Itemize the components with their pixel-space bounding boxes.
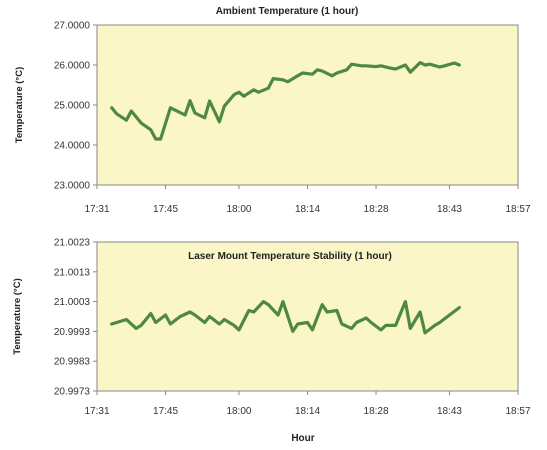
chart1-y-tick-label: 23.0000 [54, 181, 91, 192]
chart1-x-tick-label: 18:00 [226, 204, 251, 215]
chart2-y-tick-label: 21.0013 [54, 267, 91, 278]
chart1-x-tick-label: 18:57 [505, 204, 530, 215]
chart2: Laser Mount Temperature Stability (1 hou… [12, 238, 531, 418]
chart1-y-tick-label: 26.0000 [54, 61, 91, 72]
chart2-x-tick-label: 18:00 [226, 406, 251, 417]
chart1-y-tick-label: 24.0000 [54, 141, 91, 152]
chart1-x-tick-label: 17:45 [153, 204, 178, 215]
chart2-title: Laser Mount Temperature Stability (1 hou… [188, 251, 392, 262]
chart2-plot-area [96, 241, 519, 392]
chart1-y-axis-label: Temperature (°C) [14, 67, 25, 143]
chart1-x-tick-label: 17:31 [84, 204, 109, 215]
chart2-y-tick-label: 20.9973 [54, 387, 91, 398]
chart2-y-axis-label: Temperature (°C) [12, 278, 23, 354]
x-axis-label: Hour [291, 433, 314, 444]
chart2-y-tick-label: 21.0023 [54, 238, 91, 249]
chart2-y-tick-label: 21.0003 [54, 297, 91, 308]
chart1-x-tick-label: 18:14 [295, 204, 320, 215]
chart2-series-line [110, 300, 461, 335]
chart1-y-tick-label: 25.0000 [54, 101, 91, 112]
chart1-x-tick-label: 18:43 [437, 204, 462, 215]
chart2-x-tick-label: 18:57 [505, 406, 530, 417]
chart1: Ambient Temperature (1 hour) Temperature … [14, 6, 531, 215]
chart2-y-tick-label: 20.9983 [54, 357, 91, 368]
chart1-x-tick-label: 18:28 [364, 204, 389, 215]
chart1-y-tick-label: 27.0000 [54, 21, 91, 32]
chart2-x-tick-label: 18:14 [295, 406, 320, 417]
chart2-x-tick-label: 17:31 [84, 406, 109, 417]
chart1-series-line [110, 60, 461, 141]
chart2-y-tick-label: 20.9993 [54, 327, 91, 338]
chart2-x-tick-label: 17:45 [153, 406, 178, 417]
chart1-plot-area [96, 24, 519, 186]
chart2-x-tick-label: 18:43 [437, 406, 462, 417]
chart2-x-tick-label: 18:28 [364, 406, 389, 417]
chart1-title: Ambient Temperature (1 hour) [216, 6, 359, 17]
